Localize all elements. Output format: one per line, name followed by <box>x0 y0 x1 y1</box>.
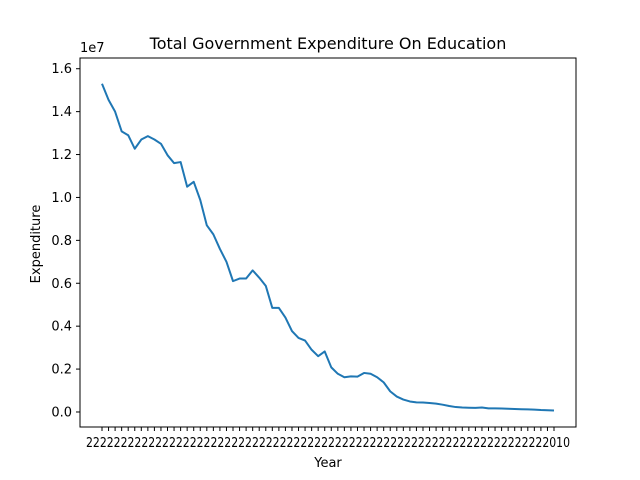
series-group <box>101 83 555 412</box>
y-axis-title: Expenditure <box>29 205 44 284</box>
x-axis-title: Year <box>313 456 342 471</box>
series-line <box>101 83 555 412</box>
x-axis <box>101 427 555 431</box>
y-tick-label: 1.2 <box>51 148 72 163</box>
chart-title: Total Government Expenditure On Educatio… <box>149 34 507 53</box>
y-tick-label: 0.8 <box>51 234 72 249</box>
y-offset-label: 1e7 <box>80 41 105 56</box>
y-axis: 0.0 0.2 0.4 0.6 0.8 1.0 1.2 1.4 1.6 <box>51 62 80 420</box>
plot-area-frame <box>79 57 577 428</box>
y-tick-label: 1.6 <box>51 62 72 77</box>
x-tick-labels: 2222222222222222222222222222222222222222… <box>86 436 570 451</box>
y-tick-label: 1.0 <box>51 191 72 206</box>
y-tick-label: 0.4 <box>51 320 72 335</box>
y-tick-label: 0.2 <box>51 363 72 378</box>
y-tick-label: 0.0 <box>51 405 72 420</box>
y-tick-label: 1.4 <box>51 105 72 120</box>
y-tick-label: 0.6 <box>51 277 72 292</box>
